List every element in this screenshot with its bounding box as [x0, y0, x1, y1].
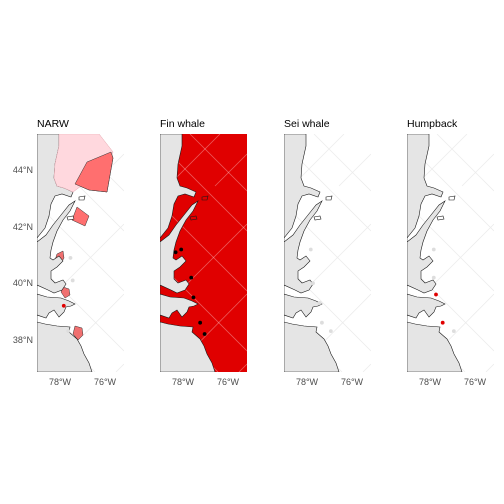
map-body — [37, 134, 124, 372]
graticule-line — [407, 263, 494, 352]
observation-point — [451, 329, 456, 334]
panel-title-fin-whale: Fin whale — [160, 118, 205, 130]
observation-point — [191, 295, 196, 300]
management-zone-overlay — [53, 134, 114, 193]
x-tick-label: 76°W — [217, 377, 240, 387]
graticule-line — [238, 363, 247, 372]
panel-fin-whale: Fin whale — [160, 118, 247, 372]
observation-point — [66, 329, 71, 334]
island-outline — [325, 195, 333, 201]
observation-point — [317, 301, 322, 305]
panel-narw: NARW — [37, 118, 124, 372]
management-zone-overlay — [74, 151, 114, 193]
land-coastline — [160, 134, 216, 372]
graticule-line — [407, 203, 494, 292]
y-tick-label: 42°N — [13, 222, 33, 232]
x-tick-label: 76°W — [464, 377, 487, 387]
island-outline — [66, 215, 75, 221]
graticule-line — [303, 223, 371, 292]
graticule-line — [179, 223, 247, 292]
graticule-line — [115, 363, 124, 372]
graticule-line — [313, 134, 371, 192]
observation-point — [434, 292, 438, 297]
island-outline — [201, 195, 209, 201]
x-tick-label: 78°W — [172, 377, 195, 387]
graticule-line — [160, 263, 247, 352]
graticule-line — [426, 223, 494, 292]
graticule-line — [37, 263, 124, 352]
x-tick-label: 78°W — [49, 377, 72, 387]
observation-point — [179, 247, 184, 252]
graticule-line — [189, 134, 247, 192]
observation-point — [198, 320, 203, 325]
island-outline — [448, 195, 456, 201]
management-zone-delmarva-blob — [72, 325, 84, 341]
panel-sei-whale: Sei whale — [284, 118, 371, 372]
observation-point — [320, 320, 324, 325]
x-tick-label: 78°W — [296, 377, 319, 387]
island-outline — [436, 215, 445, 221]
graticule-line — [485, 363, 494, 372]
land-coastline — [284, 134, 340, 372]
panel-title-narw: NARW — [37, 118, 69, 130]
observation-point — [189, 275, 194, 280]
y-tick-label: 40°N — [13, 278, 33, 288]
observation-point — [311, 281, 315, 286]
observation-point — [431, 275, 436, 280]
panel-title-sei-whale: Sei whale — [284, 118, 330, 130]
x-tick-label: 76°W — [94, 377, 117, 387]
observation-point — [61, 303, 66, 308]
x-axis-labels: 78°W 76°W 78°W 76°W 78°W 76°W 78°W 76°W — [49, 377, 487, 387]
island-outline — [189, 215, 198, 221]
graticule-line — [436, 134, 494, 192]
graticule-line — [362, 363, 371, 372]
map-body — [407, 134, 494, 372]
observation-point — [173, 250, 178, 255]
map-body — [284, 134, 371, 372]
graticule-line — [37, 203, 124, 292]
x-tick-label: 78°W — [419, 377, 442, 387]
graticule-line — [284, 263, 371, 352]
graticule-line — [160, 203, 247, 292]
observation-point — [328, 329, 333, 334]
island-outline — [313, 215, 322, 221]
observation-point — [440, 320, 445, 325]
island-outline — [78, 195, 86, 201]
panel-title-humpback: Humpback — [407, 118, 458, 130]
observation-point — [431, 247, 436, 252]
y-tick-label: 44°N — [13, 165, 33, 175]
map-body — [160, 134, 247, 372]
land-coastline — [37, 134, 93, 372]
management-zone-gulf-of-maine-box — [71, 206, 90, 227]
y-axis-labels: 44°N 42°N 40°N 38°N — [13, 165, 33, 345]
observation-point — [202, 332, 207, 336]
management-zone-new-jersey-blob — [60, 286, 71, 299]
observation-point — [308, 247, 313, 252]
observation-point — [70, 278, 75, 283]
graticule-line — [338, 153, 371, 187]
x-tick-label: 76°W — [341, 377, 364, 387]
observation-point — [68, 256, 73, 260]
land-coastline — [407, 134, 463, 372]
panel-humpback: Humpback — [407, 118, 494, 372]
graticule-line — [214, 153, 247, 187]
graticule-line — [461, 153, 494, 187]
graticule-line — [284, 203, 371, 292]
y-tick-label: 38°N — [13, 335, 33, 345]
graticule-line — [56, 223, 124, 292]
